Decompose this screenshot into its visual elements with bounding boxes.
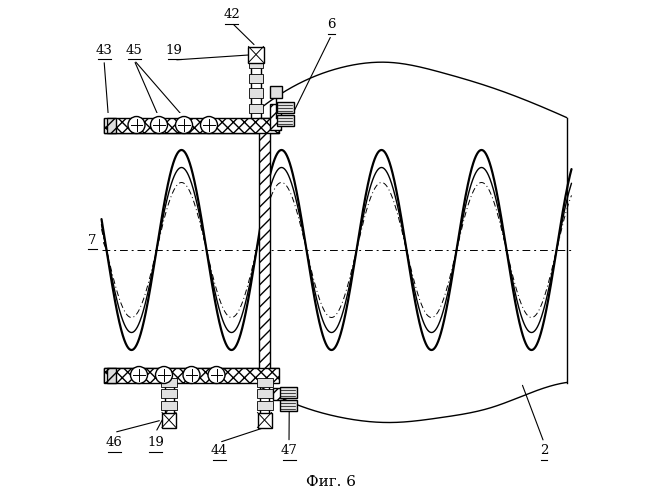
Text: 6: 6 — [328, 18, 335, 32]
Polygon shape — [161, 401, 177, 410]
Text: 44: 44 — [211, 444, 227, 458]
Polygon shape — [280, 400, 296, 410]
Circle shape — [151, 116, 168, 134]
Polygon shape — [270, 104, 281, 130]
Circle shape — [131, 366, 147, 384]
Polygon shape — [270, 86, 282, 98]
Polygon shape — [104, 118, 279, 132]
Polygon shape — [249, 74, 263, 82]
Circle shape — [183, 366, 200, 384]
Text: 46: 46 — [105, 436, 123, 449]
Circle shape — [200, 116, 217, 134]
Circle shape — [156, 366, 172, 384]
Polygon shape — [257, 412, 272, 428]
Text: 45: 45 — [125, 44, 143, 57]
Polygon shape — [257, 378, 272, 386]
Polygon shape — [162, 412, 176, 428]
Text: Фиг. 6: Фиг. 6 — [306, 476, 357, 490]
Polygon shape — [277, 102, 294, 113]
Polygon shape — [280, 387, 296, 398]
Polygon shape — [277, 114, 294, 126]
Text: 43: 43 — [95, 44, 113, 57]
Circle shape — [128, 116, 145, 134]
Polygon shape — [249, 104, 263, 112]
Polygon shape — [161, 378, 177, 386]
Text: 42: 42 — [223, 8, 240, 22]
Polygon shape — [104, 118, 279, 132]
Polygon shape — [249, 46, 263, 62]
Circle shape — [208, 366, 225, 384]
Polygon shape — [249, 88, 263, 98]
Polygon shape — [259, 118, 270, 382]
Polygon shape — [249, 58, 263, 68]
Polygon shape — [161, 389, 177, 398]
Text: 19: 19 — [147, 436, 164, 449]
Text: 2: 2 — [540, 444, 548, 458]
Circle shape — [176, 116, 192, 134]
Polygon shape — [272, 388, 283, 400]
Polygon shape — [257, 401, 272, 410]
Text: 7: 7 — [88, 234, 97, 246]
Polygon shape — [107, 118, 115, 132]
Text: 19: 19 — [166, 44, 182, 57]
Text: 47: 47 — [280, 444, 298, 458]
Polygon shape — [104, 368, 279, 382]
Polygon shape — [107, 368, 115, 382]
Polygon shape — [104, 368, 279, 382]
Polygon shape — [257, 389, 272, 398]
